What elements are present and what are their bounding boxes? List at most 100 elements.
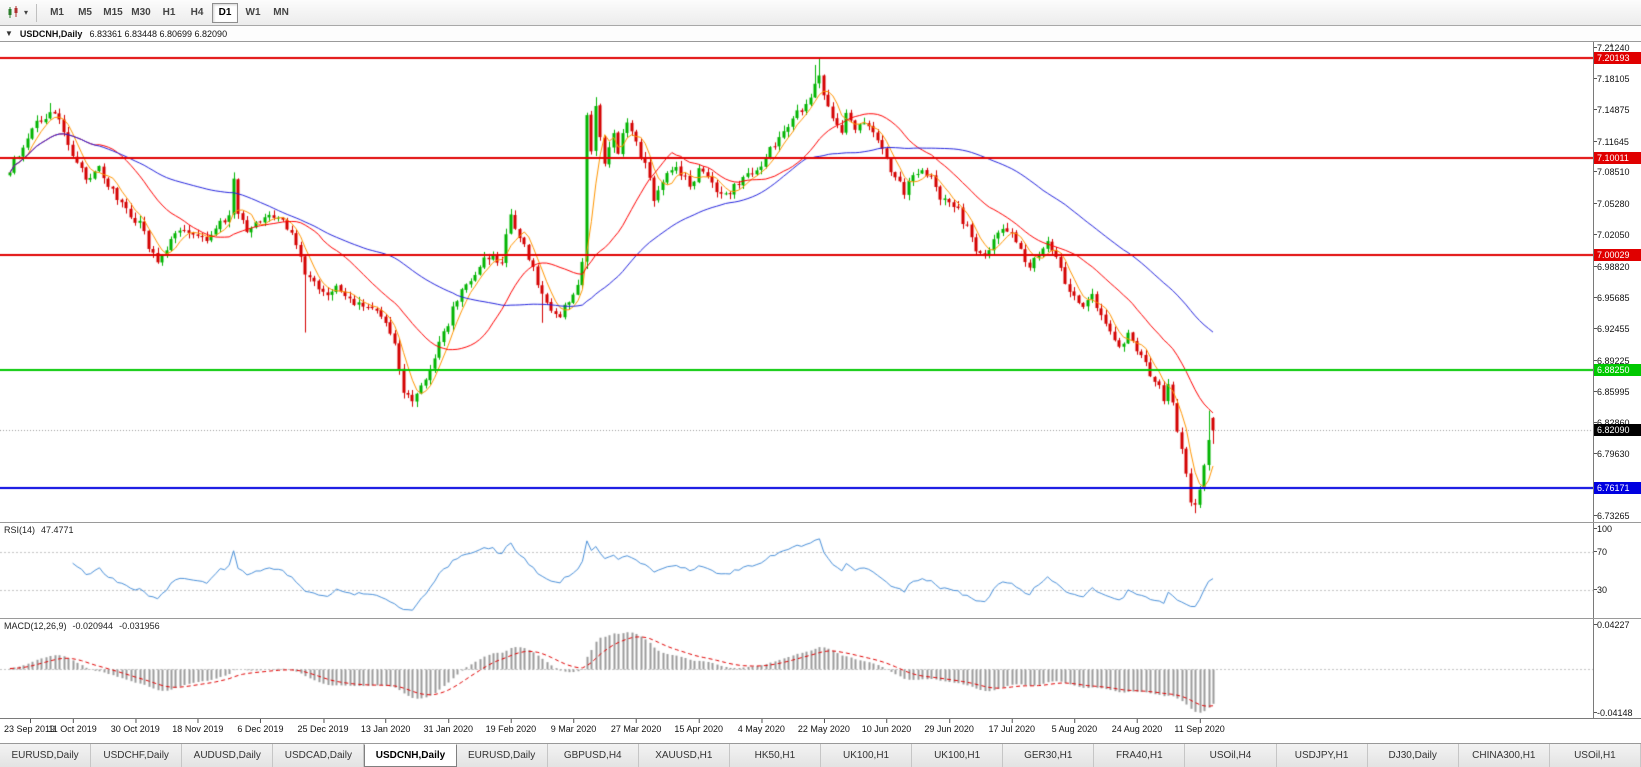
rsi-axis: 100 70 30 [1593,523,1641,618]
rsi-tick: 100 [1594,524,1613,534]
date-tick: 15 Apr 2020 [674,719,723,734]
date-tick: 4 May 2020 [737,719,785,734]
date-tick: 27 Mar 2020 [610,719,662,734]
rsi-value: 47.4771 [41,525,74,535]
tab-usdcnh-daily[interactable]: USDCNH,Daily [364,744,457,767]
price-tick: 6.85995 [1594,387,1630,398]
price-tick: 6.89225 [1594,355,1630,366]
rsi-tick: 30 [1594,584,1608,595]
macd-tick-bottom: -0.04148 [1594,708,1633,718]
price-tick: 6.73265 [1594,511,1630,522]
chart-window: ▼ USDCNH,Daily 6.83361 6.83448 6.80699 6… [0,26,1641,743]
macd-canvas[interactable] [0,619,1593,718]
tab-uk100-h1[interactable]: UK100,H1 [820,744,913,767]
date-tick: 17 Jul 2020 [988,719,1036,734]
date-tick: 31 Jan 2020 [423,719,474,734]
toolbar: ▾ M1 M5 M15 M30 H1 H4 D1 W1 MN [0,0,1641,26]
price-tick: 6.98820 [1594,261,1630,272]
macd-label: MACD(12,26,9) [4,621,67,631]
tab-usdchf-daily[interactable]: USDCHF,Daily [91,744,183,767]
tab-hk50-h1[interactable]: HK50,H1 [729,744,821,767]
price-level-label: 7.10011 [1594,151,1641,164]
chart-title: USDCNH,Daily [19,28,83,39]
macd-tick-top: 0.04227 [1594,620,1630,630]
price-tick: 7.08510 [1594,167,1630,178]
tab-fra40-h1[interactable]: FRA40,H1 [1094,744,1186,767]
date-tick: 23 Sep 2019 [4,719,56,734]
timeframe-button-d1[interactable]: D1 [212,2,239,23]
price-tick: 7.14875 [1594,105,1630,116]
tab-usdjpy-h1[interactable]: USDJPY,H1 [1276,744,1368,767]
timeframe-button-m5[interactable]: M5 [72,3,98,23]
date-tick: 29 Jun 2020 [924,719,974,734]
price-level-label: 6.76171 [1594,482,1641,495]
price-level-label: 6.88250 [1594,364,1641,377]
price-level-label: 7.20193 [1594,52,1641,65]
tab-usdcad-daily[interactable]: USDCAD,Daily [273,744,365,767]
chart-ohlc: 6.83361 6.83448 6.80699 6.82090 [89,28,228,39]
price-tick: 6.79630 [1594,449,1630,460]
date-tick: 11 Sep 2020 [1174,719,1225,734]
macd-panel: 0.04227 -0.04148 MACD(12,26,9) -0.020944 -0… [0,618,1641,718]
tab-eurusd-daily[interactable]: EURUSD,Daily [0,744,92,767]
price-tick: 6.95685 [1594,292,1630,303]
tab-xauusd-h1[interactable]: XAUUSD,H1 [638,744,730,767]
rsi-tick: 70 [1594,546,1608,557]
price-tick: 6.92455 [1594,324,1630,335]
tab-china300-h1[interactable]: CHINA300,H1 [1458,744,1550,767]
date-tick: 9 Mar 2020 [550,719,597,734]
current-price-label: 6.82090 [1594,424,1641,437]
timeframe-buttons: M1 M5 M15 M30 H1 H4 D1 W1 MN [43,2,295,23]
chart-type-button[interactable] [4,3,24,23]
macd-axis: 0.04227 -0.04148 [1593,619,1641,718]
timeframe-button-m30[interactable]: M30 [128,3,154,23]
tab-eurusd-daily[interactable]: EURUSD,Daily [456,744,548,767]
tab-usoil-h1[interactable]: USOil,H1 [1549,744,1641,767]
date-tick: 22 May 2020 [797,719,850,734]
chart-tabs: EURUSD,Daily USDCHF,Daily AUDUSD,Daily USDC… [0,743,1641,767]
tab-gbpusd-h4[interactable]: GBPUSD,H4 [547,744,639,767]
date-tick: 10 Jun 2020 [861,719,912,734]
timeframe-button-h1[interactable]: H1 [156,3,182,23]
date-tick: 6 Dec 2019 [237,719,284,734]
price-tick: 7.21240 [1594,42,1630,53]
rsi-label: RSI(14) [4,525,36,535]
timeframe-button-w1[interactable]: W1 [240,3,266,23]
date-tick: 11 Oct 2019 [48,719,97,734]
timeframe-button-h4[interactable]: H4 [184,3,210,23]
chart-titlebar: ▼ USDCNH,Daily 6.83361 6.83448 6.80699 6… [0,26,1641,42]
main-chart-panel: ▲ 7.21240 7.18105 7.14875 7.11645 7.08510 7.0… [0,42,1641,522]
toolbar-separator [36,3,38,22]
price-tick: 7.02050 [1594,230,1630,241]
date-tick: 13 Jan 2020 [360,719,411,734]
tab-dj30-daily[interactable]: DJ30,Daily [1367,744,1459,767]
macd-value-signal: -0.031956 [119,621,160,631]
date-axis: 23 Sep 2019 11 Oct 2019 30 Oct 2019 18 Nov … [0,718,1641,743]
price-tick: 7.05280 [1594,198,1630,209]
date-tick: 25 Dec 2019 [297,719,349,734]
axis-scroll-arrow: ▲ [1608,42,1615,49]
caret-down-icon[interactable]: ▾ [24,8,29,17]
date-tick: 5 Aug 2020 [1051,719,1098,734]
tab-usoil-h4[interactable]: USOil,H4 [1185,744,1277,767]
date-tick: 19 Feb 2020 [485,719,537,734]
macd-header: MACD(12,26,9) -0.020944 -0.031956 [4,621,166,631]
rsi-canvas[interactable] [0,523,1593,618]
price-axis: ▲ 7.21240 7.18105 7.14875 7.11645 7.08510 7.0… [1593,42,1641,522]
one-click-trading-arrow[interactable]: ▼ [5,29,13,38]
price-tick: 7.18105 [1594,73,1630,84]
timeframe-button-m1[interactable]: M1 [44,3,70,23]
tab-audusd-daily[interactable]: AUDUSD,Daily [182,744,274,767]
tab-ger30-h1[interactable]: GER30,H1 [1003,744,1095,767]
rsi-panel: 100 70 30 RSI(14) 47.4771 [0,522,1641,618]
price-tick: 6.82860 [1594,417,1630,428]
date-tick: 18 Nov 2019 [172,719,224,734]
candlestick-chart-icon [8,5,18,18]
date-tick: 30 Oct 2019 [110,719,160,734]
main-chart-canvas[interactable] [0,42,1593,522]
timeframe-button-m15[interactable]: M15 [100,3,126,23]
timeframe-button-mn[interactable]: MN [268,3,294,23]
tab-uk100-h1[interactable]: UK100,H1 [912,744,1004,767]
date-tick: 24 Aug 2020 [1111,719,1163,734]
